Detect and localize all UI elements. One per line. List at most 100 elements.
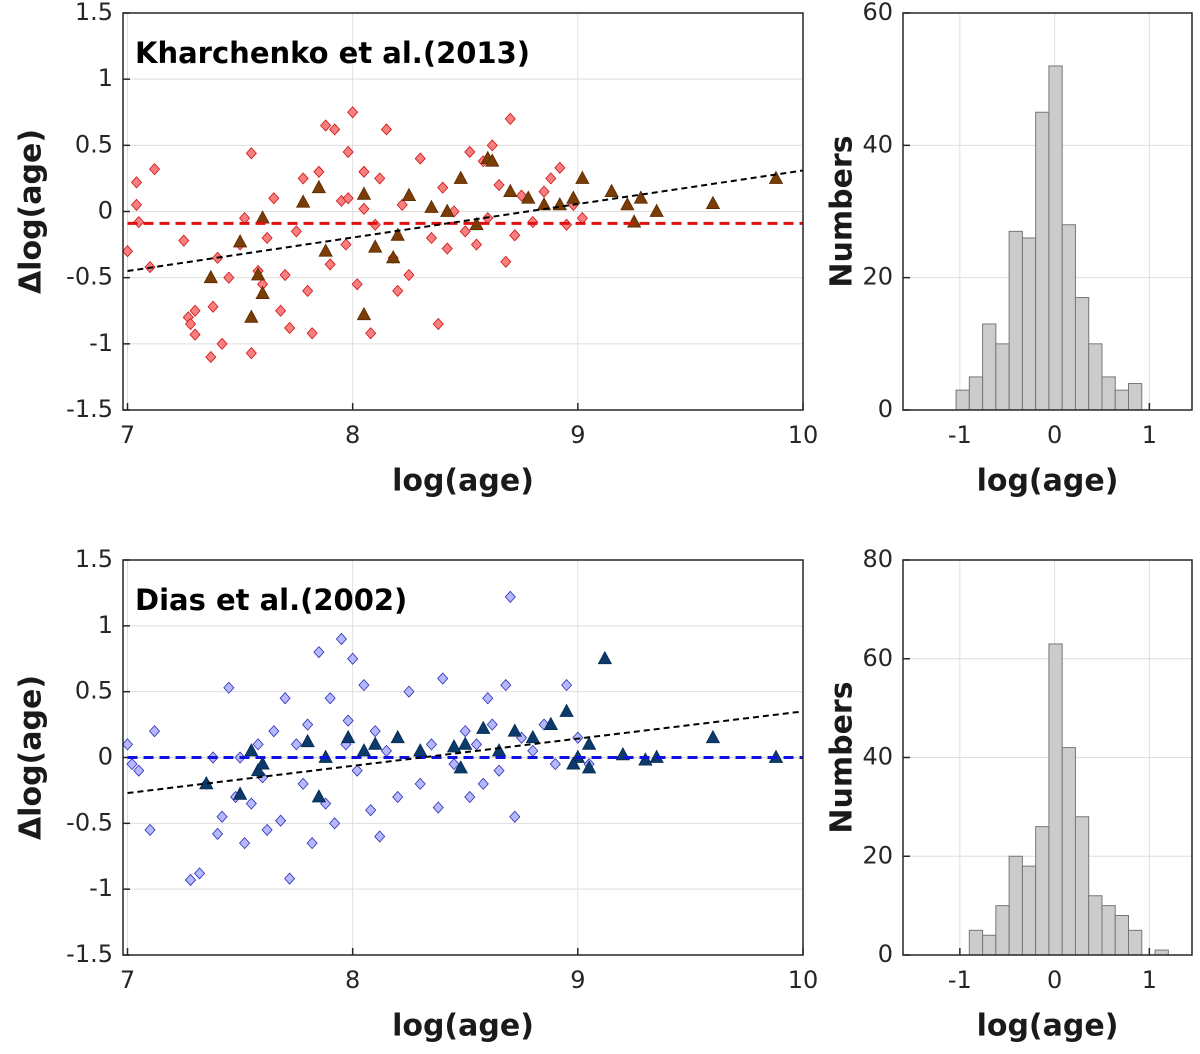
bar: [982, 934, 997, 956]
diamond-point: [403, 685, 415, 698]
triangle-point: [244, 309, 259, 323]
diamond-point: [302, 718, 314, 731]
diamond-point: [470, 738, 483, 751]
triangle-point: [424, 199, 439, 213]
triangle-point: [768, 170, 784, 184]
triangle-point: [453, 760, 468, 774]
bar: [968, 376, 984, 411]
bar: [1048, 65, 1063, 411]
diamond-point: [194, 867, 206, 880]
bar: [1088, 895, 1103, 956]
bar: [968, 929, 984, 956]
diamond-point: [133, 764, 145, 777]
bar: [1128, 929, 1143, 956]
diamond-point: [329, 123, 341, 136]
triangle-point: [503, 183, 518, 198]
diamond-point: [549, 757, 561, 771]
y-tick-label: 1.5: [75, 545, 113, 573]
diamond-point: [297, 777, 309, 790]
diamond-point: [493, 178, 505, 192]
bar: [1061, 747, 1076, 956]
diamond-point: [335, 632, 347, 646]
diamond-point: [374, 172, 386, 185]
bar: [1074, 297, 1090, 411]
diamond-point: [477, 777, 489, 790]
diamond-point: [313, 646, 325, 659]
triangle-point: [203, 269, 218, 284]
diamond-point: [185, 873, 197, 887]
diamond-point: [380, 123, 392, 136]
y-tick-label: -0.5: [66, 808, 113, 836]
triangle-point: [705, 729, 721, 744]
diamond-point: [554, 161, 566, 174]
x-tick-label: 8: [345, 966, 360, 994]
y-tick-label: 1: [98, 611, 113, 639]
diamond-point: [396, 198, 408, 211]
diamond-point: [437, 181, 449, 194]
triangle-point: [413, 743, 428, 757]
bar: [1101, 905, 1116, 956]
diamond-point: [245, 347, 257, 360]
x-tick-label: -1: [948, 421, 972, 449]
diamond-point: [290, 738, 302, 751]
bar: [982, 323, 997, 411]
bar: [1048, 643, 1063, 956]
bar: [1008, 855, 1023, 956]
y-tick-label: -1.5: [66, 395, 113, 423]
axes-frame: [902, 559, 1193, 956]
diamond-point: [223, 271, 235, 284]
diamond-point: [148, 163, 161, 176]
triangle-point: [356, 306, 372, 321]
y-tick-label: 0: [878, 395, 893, 423]
triangle-point: [476, 720, 491, 734]
diamond-point: [245, 147, 257, 160]
diamond-point: [493, 764, 505, 777]
diamond-point: [290, 225, 302, 238]
dashed-line: [127, 169, 804, 273]
y-tick-label: -1.5: [66, 940, 113, 968]
triangle-point: [390, 227, 405, 241]
bar: [1021, 237, 1037, 411]
diamond-point: [178, 234, 190, 247]
triangle-point: [250, 267, 266, 281]
diamond-point: [365, 804, 377, 817]
diamond-point: [239, 836, 251, 850]
diamond-point: [121, 738, 134, 751]
diamond-point: [509, 229, 521, 242]
diamond-point: [261, 823, 273, 837]
triangle-point: [340, 729, 356, 744]
diamond-point: [414, 152, 426, 165]
y-tick-label: 80: [862, 545, 893, 573]
triangle-point: [440, 203, 455, 217]
diamond-point: [306, 836, 318, 850]
diamond-point: [448, 757, 460, 771]
y-tick-label: -0.5: [66, 263, 113, 291]
diamond-point: [545, 172, 557, 185]
y-tick-label: 0.5: [75, 130, 113, 158]
diamond-point: [342, 145, 354, 159]
triangle-point: [390, 729, 405, 744]
diamond-point: [482, 692, 494, 705]
y-tick-label: 40: [862, 130, 893, 158]
diamond-point: [486, 139, 498, 152]
x-tick-label: 9: [570, 421, 585, 449]
diamond-point: [561, 678, 573, 692]
diamond-point: [261, 231, 273, 245]
triangle-point: [649, 203, 664, 217]
diamond-point: [268, 192, 280, 205]
triangle-point: [633, 190, 649, 204]
triangle-point: [255, 285, 270, 299]
y-tick-label: -1: [89, 329, 113, 357]
diamond-point: [279, 268, 291, 282]
y-tick-label: 40: [862, 743, 893, 771]
bar: [1021, 865, 1037, 956]
diamond-point: [441, 242, 453, 255]
dashed-line: [127, 710, 804, 795]
triangle-point: [507, 723, 522, 737]
diamond-point: [189, 304, 201, 317]
triangle-point: [491, 743, 507, 757]
x-tick-label: 7: [120, 421, 135, 449]
diamond-point: [358, 165, 370, 178]
y-tick-label: 1.5: [75, 0, 113, 26]
diamond-point: [504, 590, 516, 603]
